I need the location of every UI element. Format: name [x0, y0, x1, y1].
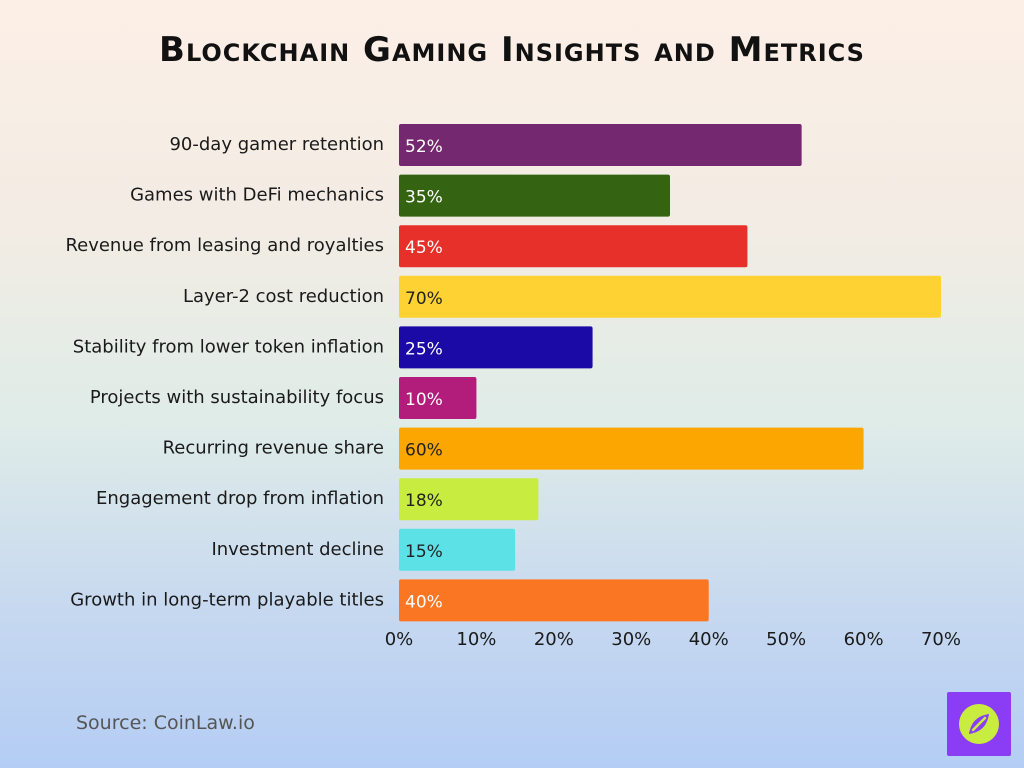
bar — [399, 326, 593, 369]
category-label: Revenue from leasing and royalties — [65, 235, 384, 256]
value-label: 35% — [405, 188, 443, 208]
bar — [399, 478, 539, 521]
category-label: Growth in long-term playable titles — [70, 589, 384, 610]
bar — [399, 225, 748, 268]
bar — [399, 275, 941, 318]
value-label: 45% — [405, 238, 443, 258]
source-caption: Source: CoinLaw.io — [76, 712, 255, 734]
chart-title: Blockchain Gaming Insights and Metrics — [159, 30, 865, 70]
x-tick-label: 10% — [456, 629, 496, 650]
bar — [399, 124, 802, 166]
x-tick-label: 40% — [689, 629, 729, 650]
category-label: Layer-2 cost reduction — [183, 286, 384, 307]
value-label: 40% — [405, 592, 443, 612]
value-label: 25% — [405, 339, 443, 359]
value-label: 18% — [405, 491, 443, 511]
x-tick-label: 60% — [844, 629, 884, 650]
value-label: 70% — [405, 289, 443, 309]
value-label: 15% — [405, 542, 443, 562]
category-label: Games with DeFi mechanics — [130, 185, 384, 206]
x-tick-label: 70% — [921, 629, 961, 650]
x-tick-label: 0% — [385, 629, 414, 650]
bar — [399, 579, 709, 622]
value-label: 60% — [405, 441, 443, 461]
category-label: 90-day gamer retention — [169, 134, 384, 155]
x-tick-label: 20% — [534, 629, 574, 650]
compass-leaf-icon — [959, 704, 999, 744]
x-tick-label: 50% — [766, 629, 806, 650]
bar — [399, 427, 864, 470]
brand-logo — [947, 692, 1011, 756]
category-label: Projects with sustainability focus — [90, 387, 384, 408]
x-tick-label: 30% — [611, 629, 651, 650]
bar — [399, 528, 516, 571]
value-label: 10% — [405, 390, 443, 410]
category-label: Investment decline — [211, 539, 384, 560]
category-label: Stability from lower token inflation — [73, 336, 384, 357]
bar — [399, 174, 670, 217]
category-label: Engagement drop from inflation — [96, 488, 384, 509]
category-label: Recurring revenue share — [163, 438, 384, 459]
bar — [399, 377, 477, 419]
value-label: 52% — [405, 137, 443, 157]
